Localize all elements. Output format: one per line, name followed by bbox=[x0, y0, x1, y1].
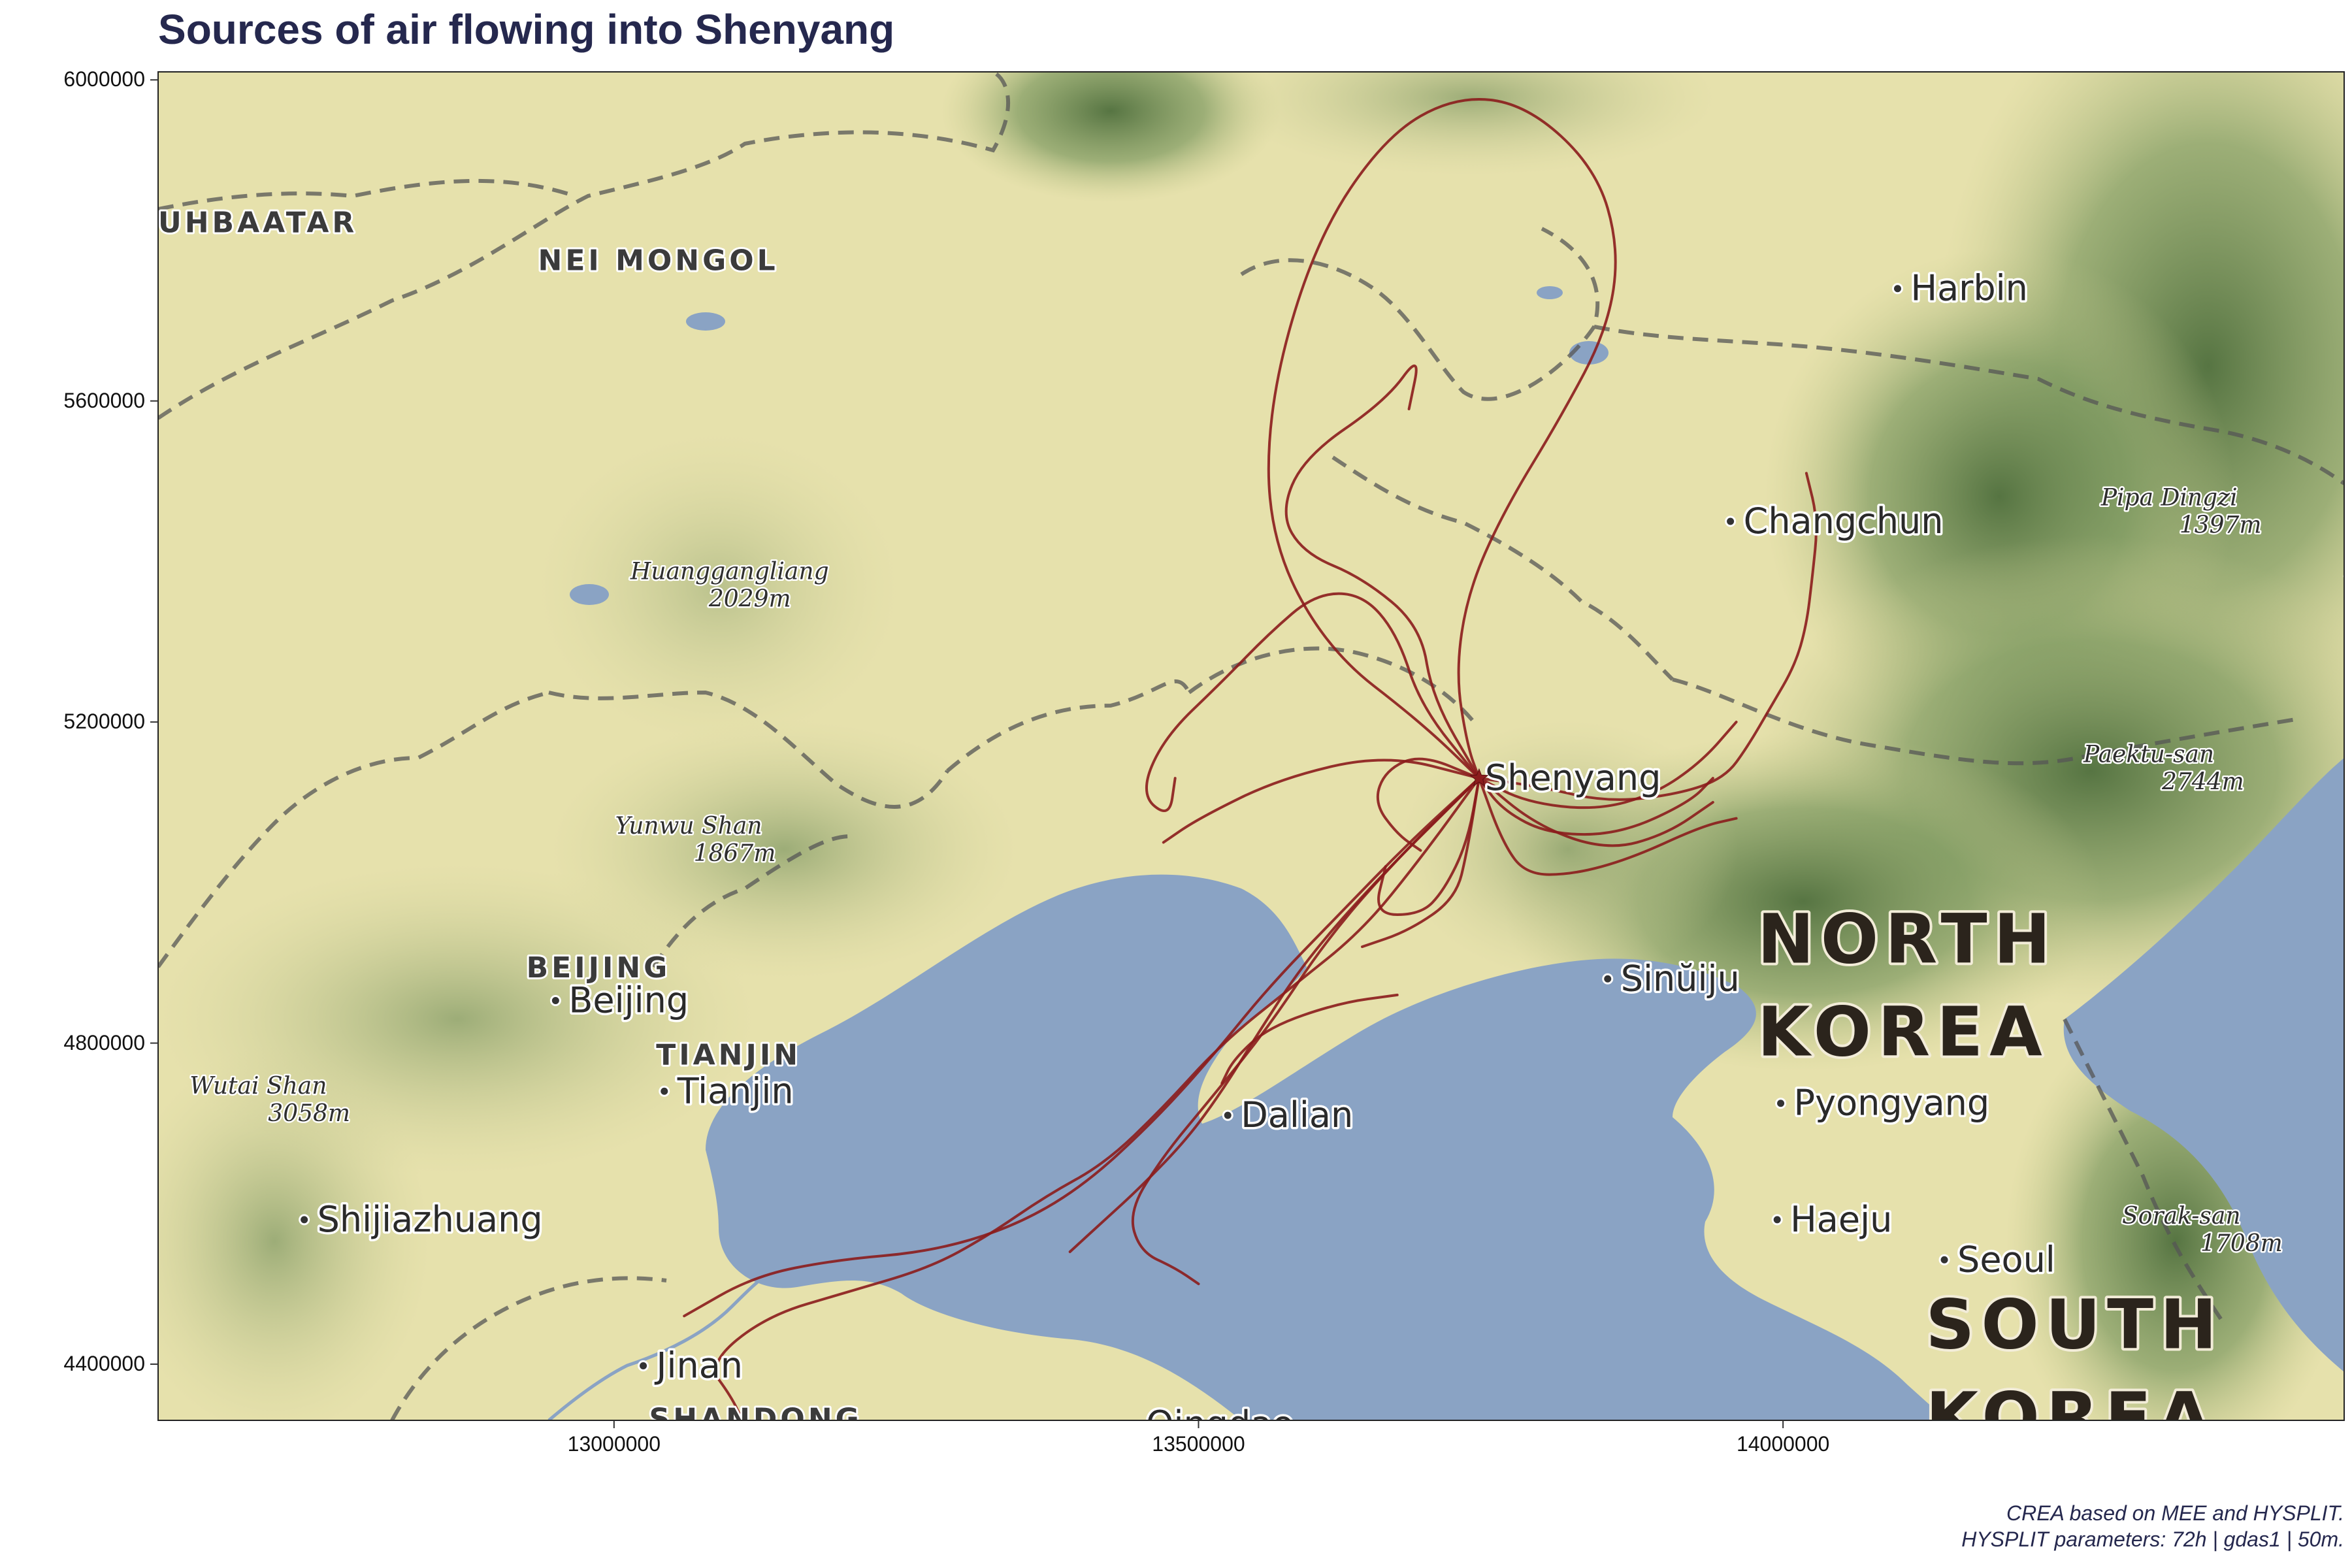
city-label: Pyongyang bbox=[1794, 1083, 1990, 1124]
peak-name-label: Senlin S bbox=[2344, 557, 2352, 583]
trajectory-line-5 bbox=[1376, 757, 1480, 852]
trajectory-line-1 bbox=[1267, 97, 1617, 780]
region-label: BEIJING bbox=[527, 951, 671, 985]
city-dot bbox=[549, 994, 561, 1006]
city-label: Harbin bbox=[1910, 268, 2027, 309]
city-dot bbox=[659, 1085, 670, 1097]
receptor-marker bbox=[1469, 768, 1489, 787]
peak-name-label: Pipa Dingzi bbox=[2100, 484, 2238, 511]
peak-elevation-label: 1708m bbox=[2200, 1230, 2283, 1257]
peak-elevation-label: 1397m bbox=[2180, 512, 2262, 538]
trajectory-line-6 bbox=[1361, 777, 1480, 949]
sea-area bbox=[706, 874, 1947, 1420]
receptor-star-icon bbox=[1469, 768, 1489, 787]
city-label: Haeju bbox=[1790, 1199, 1892, 1240]
peak-name-label: Yunwu Shan bbox=[615, 813, 762, 840]
peak-elevation-label: 2744m bbox=[2161, 769, 2244, 796]
city-dot bbox=[638, 1360, 649, 1371]
trajectory-line-7 bbox=[1477, 472, 1818, 801]
trajectory-line-3 bbox=[1145, 592, 1480, 813]
axis-tick-marks bbox=[150, 79, 1784, 1428]
city-dot bbox=[1938, 1254, 1950, 1266]
sea-area-east bbox=[2063, 758, 2344, 1372]
peak-name-label: Sorak-san bbox=[2122, 1203, 2240, 1230]
region-label: TIANJIN bbox=[656, 1039, 801, 1072]
city-label: Beijing bbox=[568, 979, 689, 1021]
city-dot bbox=[1891, 283, 1903, 295]
city-dot bbox=[1725, 515, 1737, 527]
trajectory-line-9 bbox=[1477, 777, 1714, 836]
city-dot bbox=[1771, 1214, 1783, 1226]
peak-elevation-label: 1867m bbox=[694, 840, 776, 867]
city-label: Shijiazhuang bbox=[318, 1199, 543, 1240]
peak-elevation-label: 3058m bbox=[268, 1100, 350, 1127]
trajectory-line-2 bbox=[1284, 364, 1480, 780]
trajectory-line-15 bbox=[1068, 777, 1480, 1253]
basemap-layer: Harbin Changchun Shenyang Sinŭiju Pyongyang H… bbox=[158, 72, 2352, 1457]
y-tick-label: 4400000 bbox=[63, 1352, 145, 1375]
peak-elevation-label: 2029m bbox=[708, 585, 791, 612]
x-tick-label: 14000000 bbox=[1736, 1432, 1830, 1456]
city-label: Seoul bbox=[1957, 1239, 2055, 1280]
y-tick-label: 5600000 bbox=[63, 388, 145, 412]
river bbox=[547, 1246, 824, 1420]
trajectory-line-13 bbox=[683, 777, 1480, 1318]
source-caption: CREA based on MEE and HYSPLIT. HYSPLIT p… bbox=[1961, 1500, 2344, 1552]
region-label: NEI MONGOL bbox=[538, 244, 779, 277]
city-label: Tianjin bbox=[677, 1070, 794, 1111]
y-tick-label: 5200000 bbox=[63, 710, 145, 734]
plot-panel-border bbox=[157, 71, 2345, 1421]
city-dot bbox=[1222, 1109, 1233, 1121]
trajectory-line-11 bbox=[1477, 777, 1738, 876]
trajectory-line-12 bbox=[1377, 777, 1480, 916]
trajectory-line-16 bbox=[714, 777, 1480, 1420]
city-label: Changchun bbox=[1744, 500, 1944, 542]
chart-title: Sources of air flowing into Shenyang bbox=[158, 6, 895, 53]
trajectory-line-8 bbox=[1477, 721, 1738, 809]
caption-line-2: HYSPLIT parameters: 72h | gdas1 | 50m. bbox=[1961, 1527, 2344, 1551]
terrain-relief bbox=[158, 72, 2344, 1420]
city-dot bbox=[1602, 973, 1614, 985]
y-tick-label: 4800000 bbox=[63, 1030, 145, 1054]
city-label: Sinŭiju bbox=[1621, 958, 1740, 999]
trajectory-layer bbox=[683, 97, 1818, 1420]
region-label: UHBAATAR bbox=[158, 206, 357, 240]
peak-name-label: Paektu-san bbox=[2083, 742, 2214, 768]
trajectory-line-17 bbox=[1220, 993, 1399, 1085]
x-tick-label: 13000000 bbox=[567, 1432, 661, 1456]
country-label: KOREA bbox=[1925, 1377, 2217, 1457]
y-tick-label: 6000000 bbox=[63, 67, 145, 91]
country-label: KOREA bbox=[1757, 992, 2049, 1072]
trajectory-line-4 bbox=[1162, 759, 1480, 844]
x-tick-label: 13500000 bbox=[1152, 1432, 1245, 1456]
city-dot bbox=[299, 1214, 310, 1226]
region-label: SHANDONG bbox=[649, 1402, 862, 1435]
place-label-layer: Harbin Changchun Shenyang Sinŭiju Pyongyang H… bbox=[158, 204, 2352, 1457]
country-label: SOUTH bbox=[1925, 1284, 2223, 1364]
caption-line-1: CREA based on MEE and HYSPLIT. bbox=[2006, 1501, 2344, 1525]
peak-name-label: Huanggangliang bbox=[630, 558, 829, 585]
trajectory-line-10 bbox=[1477, 777, 1714, 847]
city-label: Dalian bbox=[1241, 1094, 1353, 1135]
peak-name-label: Wutai Shan bbox=[189, 1073, 327, 1100]
country-label: NORTH bbox=[1757, 900, 2057, 979]
city-label: Jinan bbox=[655, 1345, 743, 1386]
city-dot bbox=[1775, 1098, 1787, 1109]
city-label: Shenyang bbox=[1485, 757, 1661, 798]
city-label: Qingdao bbox=[1146, 1403, 1294, 1445]
